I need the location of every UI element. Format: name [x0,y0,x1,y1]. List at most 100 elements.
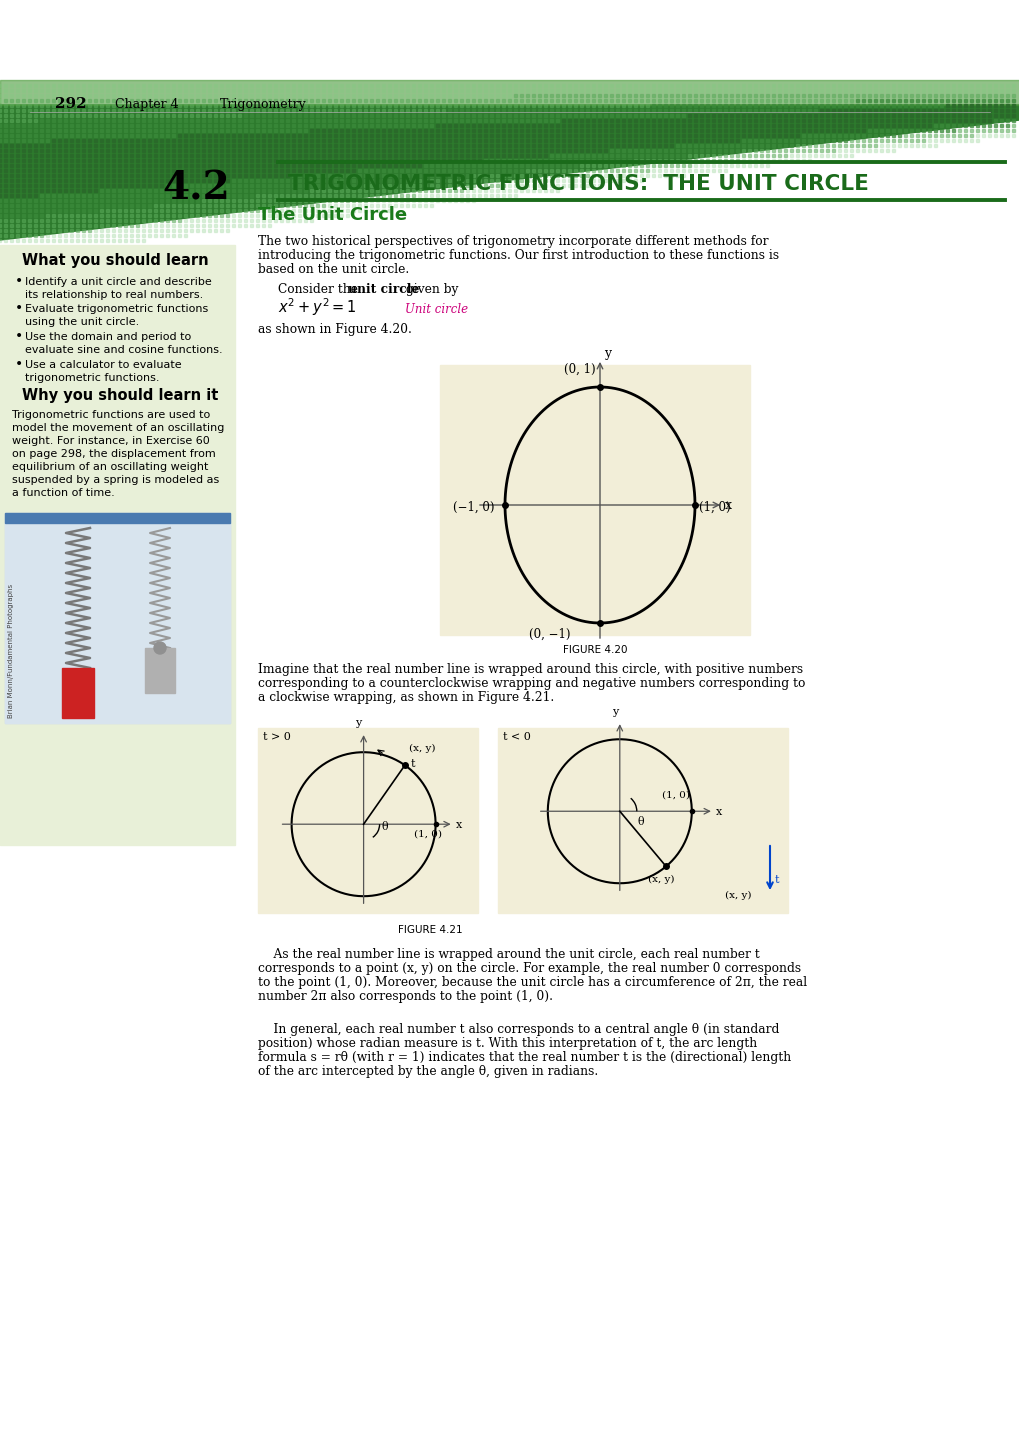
Bar [52,154,55,157]
Bar [777,144,781,147]
Bar [873,144,876,147]
Bar [29,94,32,97]
Bar [682,114,685,117]
Bar [256,223,259,226]
Bar [808,159,811,161]
Bar [610,84,612,86]
Bar [172,193,175,196]
Bar [305,98,307,101]
Bar [191,114,194,117]
Bar [16,154,19,157]
Bar [460,88,463,91]
Bar [47,223,50,226]
Bar [802,159,805,161]
Bar [112,233,115,236]
Bar [178,88,181,91]
Bar [760,104,763,107]
Bar [10,148,13,151]
Bar [987,84,990,86]
Bar [299,169,302,171]
Bar [197,128,200,131]
Bar [358,84,361,86]
Bar [118,179,121,182]
Bar [299,193,302,196]
Bar [676,128,679,131]
Bar [137,124,140,127]
Bar [245,128,248,131]
Bar [946,138,949,141]
Bar [904,88,907,91]
Bar [274,183,277,186]
Bar [10,163,13,167]
Bar [29,114,32,117]
Bar [400,118,404,121]
Bar [838,154,841,157]
Bar [814,94,816,97]
Bar [760,84,763,86]
Bar [10,124,13,127]
Bar [502,189,505,192]
Bar [994,134,997,137]
Bar [22,183,25,186]
Bar [64,84,67,86]
Bar [550,94,553,97]
Bar [424,183,427,186]
Bar [436,128,439,131]
Bar [364,189,367,192]
Bar [0,219,1,222]
Bar [526,148,529,151]
Bar [784,124,787,127]
Bar [143,239,146,242]
Bar [16,114,19,117]
Bar [436,148,439,151]
Bar [106,239,109,242]
Bar [987,118,990,121]
Bar [160,154,163,157]
Bar [910,84,913,86]
Bar [220,203,223,206]
Bar [83,114,86,117]
Bar [400,94,404,97]
Bar [663,98,666,101]
Bar [634,98,637,101]
Bar [208,98,211,101]
Bar [460,189,463,192]
Bar [496,193,499,196]
Bar [89,203,92,206]
Bar [496,88,499,91]
Bar [490,94,493,97]
Bar [137,189,140,192]
Bar [340,154,343,157]
Bar [898,104,901,107]
Bar [316,144,319,147]
Bar [765,88,768,91]
Bar [130,213,133,216]
Bar [412,173,415,176]
Bar [561,88,565,91]
Bar [83,138,86,141]
Bar [927,88,930,91]
Bar [892,84,895,86]
Bar [424,148,427,151]
Bar [550,118,553,121]
Bar [370,203,373,206]
Bar [622,128,625,131]
Bar [388,183,391,186]
Bar [197,189,200,192]
Bar [802,84,805,86]
Bar [280,104,283,107]
Bar [844,114,847,117]
Bar [95,128,98,131]
Bar [4,189,7,192]
Bar [765,163,768,167]
Bar [592,138,595,141]
Bar [777,114,781,117]
Bar [340,159,343,161]
Bar [448,124,451,127]
Bar [454,98,458,101]
Bar [688,98,691,101]
Text: model the movement of an oscillating: model the movement of an oscillating [12,424,224,432]
Bar [472,104,475,107]
Bar [112,169,115,171]
Bar [975,118,978,121]
